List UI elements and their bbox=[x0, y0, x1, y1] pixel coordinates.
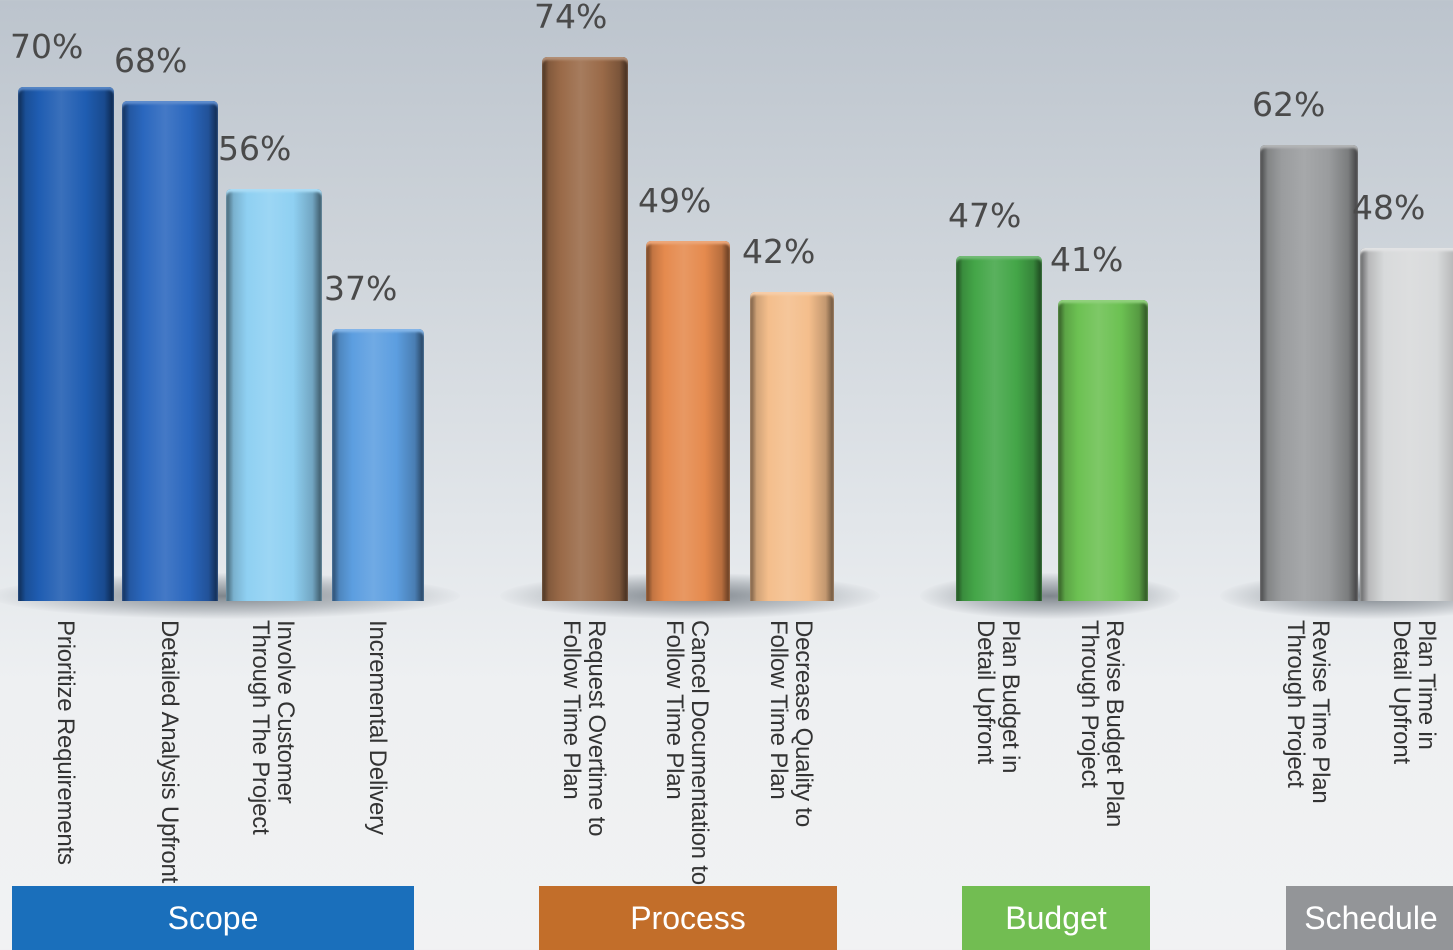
value-label: 70% bbox=[10, 26, 84, 66]
category-label-line: Detail Upfront bbox=[972, 620, 999, 764]
category-label-line: Decrease Quality to bbox=[790, 620, 817, 827]
bar bbox=[542, 57, 628, 601]
value-label: 62% bbox=[1252, 85, 1326, 125]
category-label-text: Plan Budget in Detail Upfront bbox=[972, 620, 1024, 774]
category-label-line: Follow Time Plan bbox=[558, 620, 585, 800]
bar bbox=[18, 86, 114, 601]
category-label-line: Prioritize Requirements bbox=[52, 620, 79, 865]
value-label: 42% bbox=[742, 232, 816, 272]
category-label-line: Revise Budget Plan bbox=[1101, 620, 1128, 828]
group-label-process: Process bbox=[539, 886, 837, 950]
bar bbox=[646, 240, 730, 601]
category-label-text: Cancel Documentation to Follow Time Plan bbox=[661, 620, 713, 885]
value-label: 74% bbox=[534, 0, 608, 37]
value-label: 41% bbox=[1050, 239, 1124, 279]
group-label-budget: Budget bbox=[962, 886, 1150, 950]
category-label-line: Through Project bbox=[1076, 620, 1103, 788]
bar bbox=[1360, 248, 1453, 601]
category-label-line: Plan Time in bbox=[1413, 620, 1440, 750]
category-label-line: Follow Time Plan bbox=[661, 620, 688, 800]
category-label-text: Detailed Analysis Upfront bbox=[156, 620, 183, 884]
bar bbox=[332, 329, 424, 601]
value-label: 48% bbox=[1352, 188, 1426, 228]
category-label-text: Involve Customer Through The Project bbox=[247, 620, 299, 835]
group-label-schedule: Schedule bbox=[1286, 886, 1453, 950]
category-label-line: Through Project bbox=[1282, 620, 1309, 788]
bar bbox=[750, 292, 834, 601]
value-label: 47% bbox=[948, 195, 1022, 235]
category-label-line: Cancel Documentation to bbox=[686, 620, 713, 885]
bar bbox=[1260, 145, 1358, 601]
category-label-line: Involve Customer bbox=[272, 620, 299, 804]
bar bbox=[1058, 299, 1148, 601]
category-label-text: Revise Budget Plan Through Project bbox=[1076, 620, 1128, 828]
category-label-text: Request Overtime to Follow Time Plan bbox=[558, 620, 610, 837]
bar bbox=[122, 101, 218, 601]
value-label: 37% bbox=[324, 269, 398, 309]
value-label: 49% bbox=[638, 180, 712, 220]
category-label-text: Incremental Delivery bbox=[364, 620, 391, 835]
category-label-line: Request Overtime to bbox=[583, 620, 610, 837]
category-label-line: Revise Time Plan bbox=[1307, 620, 1334, 804]
category-label-text: Revise Time Plan Through Project bbox=[1282, 620, 1334, 804]
category-label-line: Through The Project bbox=[247, 620, 274, 835]
value-label: 68% bbox=[114, 41, 188, 81]
category-label-line: Follow Time Plan bbox=[765, 620, 792, 800]
bar bbox=[226, 189, 322, 601]
category-label-line: Detailed Analysis Upfront bbox=[156, 620, 183, 884]
bar bbox=[956, 255, 1042, 601]
group-label-scope: Scope bbox=[12, 886, 414, 950]
category-label-text: Prioritize Requirements bbox=[52, 620, 79, 865]
category-label-line: Incremental Delivery bbox=[364, 620, 391, 835]
category-label-text: Plan Time in Detail Upfront bbox=[1388, 620, 1440, 764]
value-label: 56% bbox=[218, 129, 292, 169]
category-label-line: Detail Upfront bbox=[1388, 620, 1415, 764]
category-label-line: Plan Budget in bbox=[997, 620, 1024, 774]
category-label-text: Decrease Quality to Follow Time Plan bbox=[765, 620, 817, 827]
